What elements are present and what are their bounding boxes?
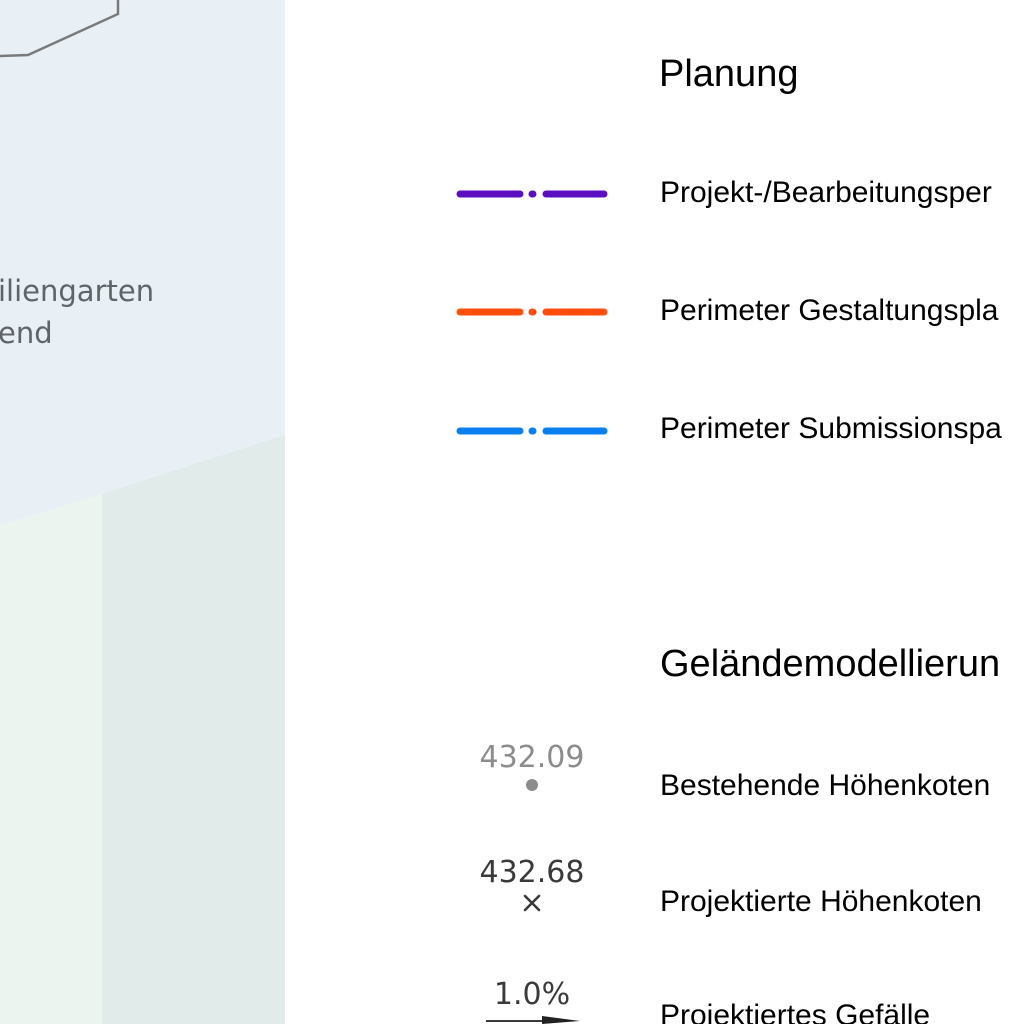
- map-label-line-1: iliengarten: [0, 274, 155, 308]
- legend-symbol-bestehende-kote-value: 432.09: [479, 740, 585, 775]
- legend-heading-planung: Planung: [659, 53, 799, 95]
- legend-line-gestaltungsplan-icon: [456, 308, 608, 316]
- map-parcel-outline: [0, 0, 120, 58]
- map-canvas: [0, 0, 285, 1024]
- legend-label-bestehende-hoehenkoten: Bestehende Höhenkoten: [660, 769, 991, 802]
- dot-icon: [526, 779, 538, 791]
- map-lower-right-area: [102, 435, 285, 1024]
- legend-symbol-projektierte-kote-value: 432.68: [479, 855, 585, 890]
- map-lower-left-area: [0, 494, 102, 1024]
- map-panel[interactable]: iliengarten end: [0, 0, 285, 1024]
- legend-symbol-gefaelle-value: 1.0%: [493, 977, 571, 1012]
- legend-label-submission: Perimeter Submissionspa: [660, 412, 1002, 445]
- legend-line-submission-icon: [456, 427, 608, 435]
- cross-icon: [523, 894, 541, 912]
- legend-label-projektperimeter: Projekt-/Bearbeitungsper: [660, 176, 992, 209]
- map-label-line-2: end: [0, 316, 53, 350]
- legend-label-projektiertes-gefaelle: Projektiertes Gefälle: [660, 999, 931, 1024]
- legend-label-gestaltungsplan: Perimeter Gestaltungspla: [660, 294, 999, 327]
- legend-line-projektperimeter-icon: [456, 190, 608, 198]
- legend-label-projektierte-hoehenkoten: Projektierte Höhenkoten: [660, 885, 982, 918]
- slope-arrow-icon: [486, 1016, 580, 1024]
- legend-heading-gelaendemodellierung: Geländemodellierun: [660, 643, 1001, 685]
